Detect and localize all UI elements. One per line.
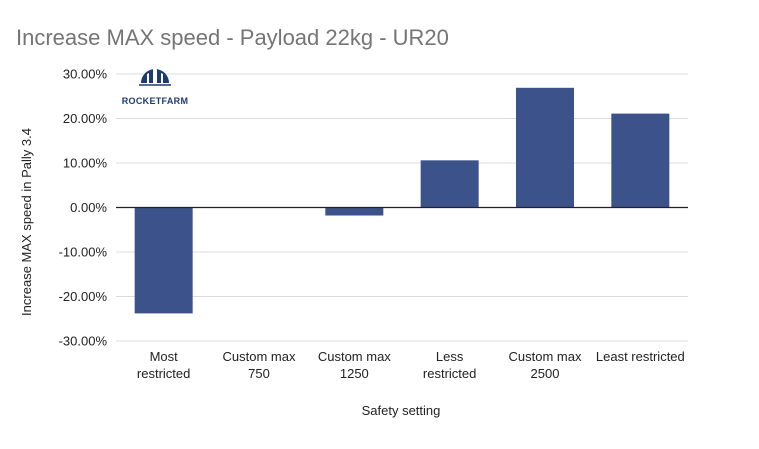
x-tick-label: Less restricted (423, 349, 476, 381)
x-tick-label: Most restricted (137, 349, 190, 381)
x-axis-title: Safety setting (362, 403, 441, 418)
bar (134, 207, 193, 314)
x-tick-label: Custom max 2500 (509, 349, 582, 381)
y-tick-label: -10.00% (59, 245, 108, 260)
y-tick-label: 20.00% (63, 111, 108, 126)
logo-text: ROCKETFARM (122, 96, 189, 106)
bar (325, 207, 384, 216)
y-axis-title: Increase MAX speed in Pally 3.4 (19, 128, 34, 316)
bar (420, 160, 479, 208)
bars (134, 87, 670, 314)
y-tick-label: -30.00% (59, 334, 108, 349)
gridlines (116, 73, 688, 342)
bar (516, 87, 574, 208)
y-tick-label: 30.00% (63, 67, 108, 82)
y-tick-label: -20.00% (59, 289, 108, 304)
bar (611, 113, 670, 208)
rocketfarm-logo: ROCKETFARM (122, 69, 189, 106)
y-tick-labels: 30.00% 20.00% 10.00% 0.00% -10.00% -20.00% -30… (59, 67, 108, 349)
y-tick-label: 0.00% (70, 200, 107, 215)
x-tick-labels: Most restricted Custom max 750 Custom max 125… (137, 349, 685, 381)
x-tick-label: Custom max 1250 (318, 349, 391, 381)
x-tick-label: Least restricted (596, 349, 685, 364)
x-tick-label: Custom max 750 (223, 349, 296, 381)
y-tick-label: 10.00% (63, 156, 108, 171)
rocket-icon (139, 69, 171, 86)
chart-title: Increase MAX speed - Payload 22kg - UR20 (16, 25, 449, 50)
